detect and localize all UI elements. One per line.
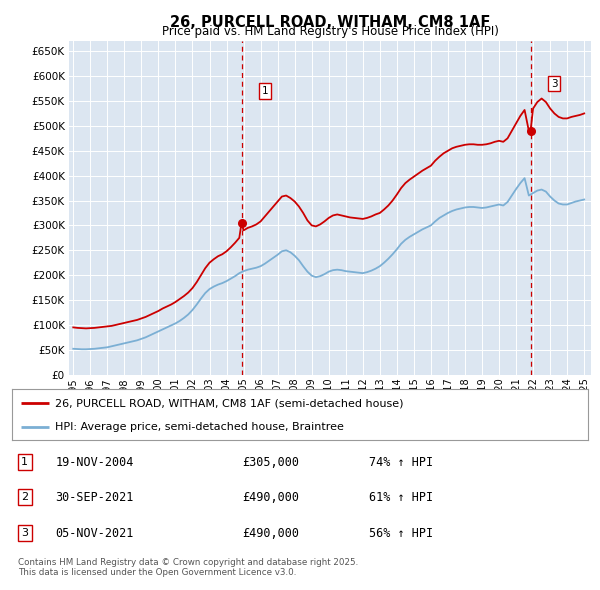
Text: 2: 2 xyxy=(21,492,28,502)
Text: 3: 3 xyxy=(551,78,557,88)
Text: Price paid vs. HM Land Registry's House Price Index (HPI): Price paid vs. HM Land Registry's House … xyxy=(161,25,499,38)
Text: 56% ↑ HPI: 56% ↑ HPI xyxy=(369,527,433,540)
Text: 1: 1 xyxy=(21,457,28,467)
Text: Contains HM Land Registry data © Crown copyright and database right 2025.
This d: Contains HM Land Registry data © Crown c… xyxy=(18,558,358,577)
Text: HPI: Average price, semi-detached house, Braintree: HPI: Average price, semi-detached house,… xyxy=(55,422,344,432)
Text: £490,000: £490,000 xyxy=(242,490,299,504)
Text: 26, PURCELL ROAD, WITHAM, CM8 1AF (semi-detached house): 26, PURCELL ROAD, WITHAM, CM8 1AF (semi-… xyxy=(55,398,404,408)
Text: 1: 1 xyxy=(262,86,269,96)
Text: 3: 3 xyxy=(21,528,28,538)
Text: 19-NOV-2004: 19-NOV-2004 xyxy=(55,455,134,468)
Text: 05-NOV-2021: 05-NOV-2021 xyxy=(55,527,134,540)
Text: 26, PURCELL ROAD, WITHAM, CM8 1AF: 26, PURCELL ROAD, WITHAM, CM8 1AF xyxy=(170,15,490,30)
Text: 30-SEP-2021: 30-SEP-2021 xyxy=(55,490,134,504)
Text: 61% ↑ HPI: 61% ↑ HPI xyxy=(369,490,433,504)
Text: £305,000: £305,000 xyxy=(242,455,299,468)
Text: 74% ↑ HPI: 74% ↑ HPI xyxy=(369,455,433,468)
Text: £490,000: £490,000 xyxy=(242,527,299,540)
